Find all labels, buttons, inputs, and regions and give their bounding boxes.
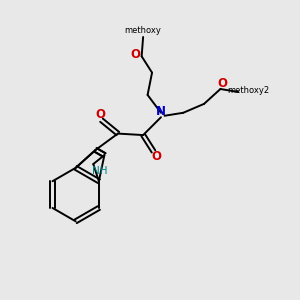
Text: methoxy: methoxy [125, 26, 162, 35]
Text: O: O [95, 108, 105, 122]
Text: O: O [217, 76, 227, 90]
Text: N: N [156, 105, 166, 119]
Text: methoxy2: methoxy2 [228, 86, 270, 95]
Text: O: O [130, 48, 140, 61]
Text: O: O [152, 150, 161, 163]
Text: NH: NH [92, 166, 108, 176]
